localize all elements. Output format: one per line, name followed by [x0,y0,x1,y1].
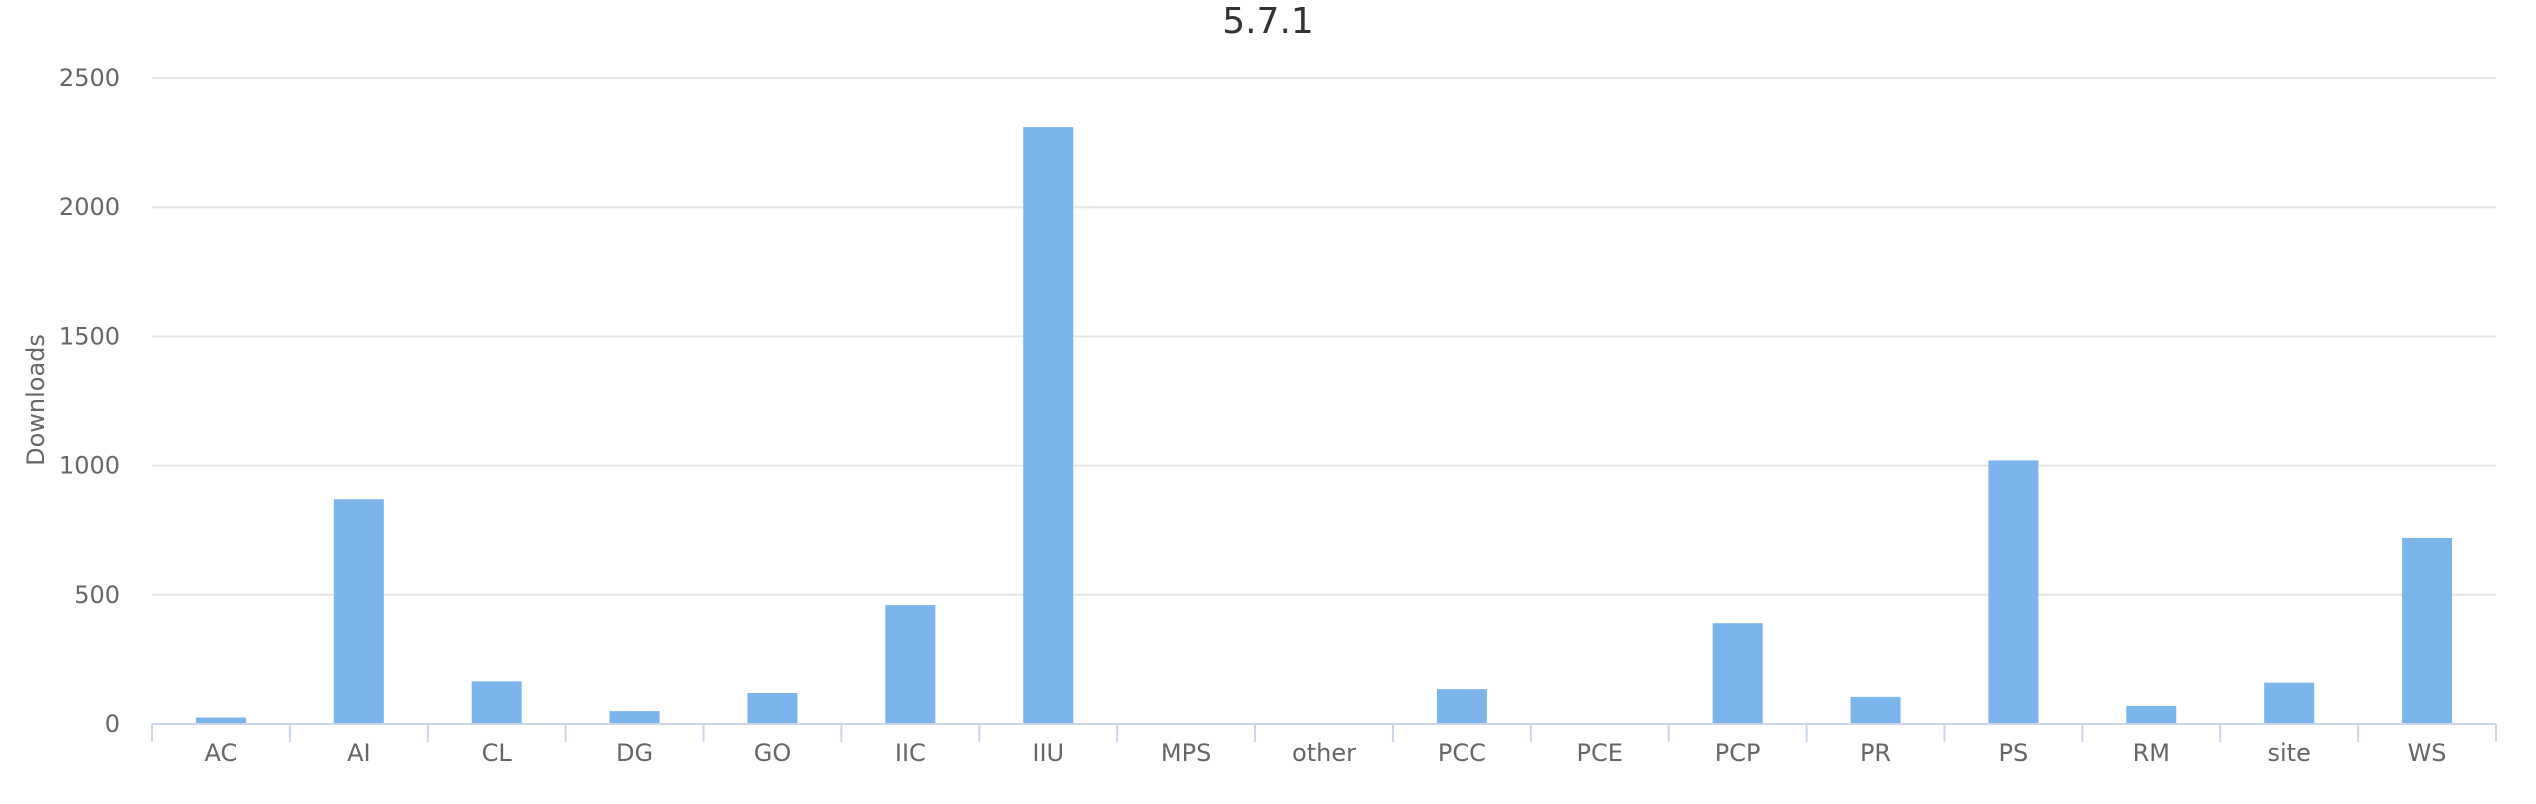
bar-cl[interactable] [471,681,522,724]
bar-site[interactable] [2264,682,2315,724]
y-tick-label: 2000 [59,193,120,221]
x-tick-label: AI [347,739,371,767]
chart-title: 5.7.1 [1222,1,1314,42]
bar-ai[interactable] [333,499,384,724]
bar-rm[interactable] [2126,705,2177,724]
x-tick-label: GO [754,739,792,767]
y-tick-label: 1000 [59,452,120,480]
x-tick-label: IIU [1032,739,1064,767]
x-tick-label: PCC [1438,739,1486,767]
x-tick-label: WS [2408,739,2447,767]
bar-iic[interactable] [885,605,936,724]
x-tick-label: PCP [1715,739,1761,767]
bars [195,127,2453,724]
y-tick-label: 1500 [59,322,120,350]
bar-ws[interactable] [2402,537,2453,724]
bar-iiu[interactable] [1023,127,1074,724]
x-tick-label: IIC [895,739,926,767]
x-tick-label: CL [482,739,513,767]
x-tick-label: site [2267,739,2310,767]
x-tick-label: AC [205,739,238,767]
bar-pcc[interactable] [1436,689,1487,724]
y-tick-label: 0 [105,710,120,738]
x-tick-label: other [1292,739,1356,767]
x-axis: AC AI CL DG GO IIC IIU MPS other PCC PCE PCP PR PS RM s… [151,723,2497,767]
x-tick-label: PS [1999,739,2029,767]
x-tick-label: PCE [1577,739,1623,767]
x-tick-label: PR [1860,739,1891,767]
x-tick-label: DG [616,739,653,767]
bar-pcp[interactable] [1712,623,1763,724]
bar-pr[interactable] [1850,696,1901,724]
y-tick-label: 2500 [59,64,120,92]
x-tick-label: RM [2133,739,2170,767]
x-tick-label: MPS [1161,739,1211,767]
bar-go[interactable] [747,692,798,724]
bar-ps[interactable] [1988,460,2039,724]
bar-dg[interactable] [609,711,660,724]
bar-ac[interactable] [195,717,246,724]
y-tick-label: 500 [74,581,120,609]
gridlines [152,77,2496,596]
y-axis-label: Downloads [22,334,50,466]
y-axis: 0 500 1000 1500 2000 2500 [59,64,120,738]
